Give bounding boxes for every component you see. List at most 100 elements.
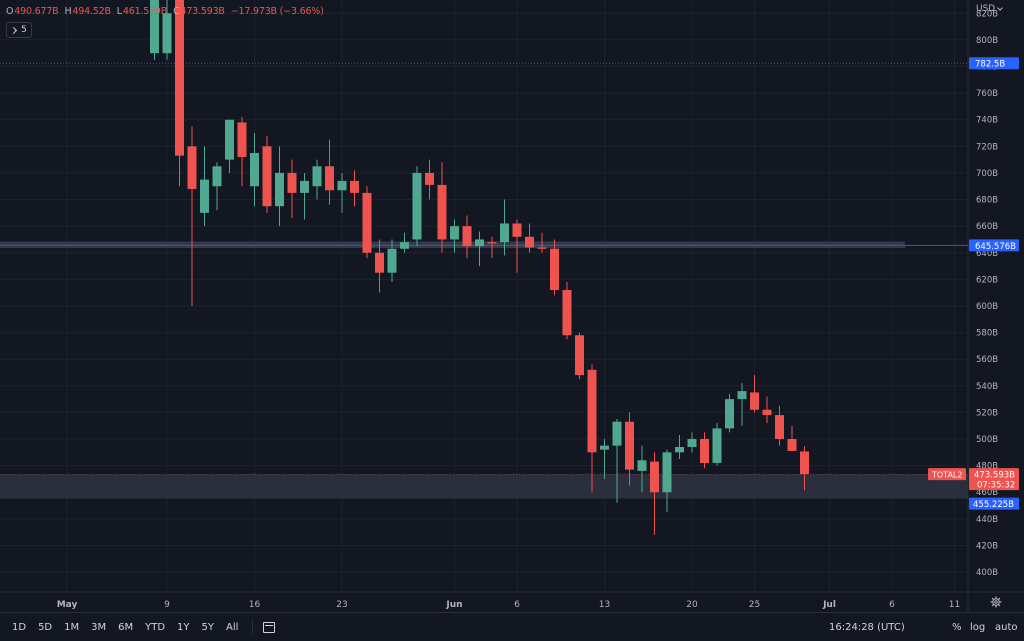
range-button-1y[interactable]: 1Y <box>177 621 190 633</box>
candle-body <box>437 184 447 240</box>
price-tick-label: 800B <box>976 36 998 46</box>
price-tick-label: 760B <box>976 89 998 99</box>
candle <box>800 446 809 491</box>
currency-selector[interactable]: USD <box>976 4 1004 14</box>
price-tick-label: 620B <box>976 275 998 285</box>
time-tick-label: May <box>57 600 78 610</box>
candle-body <box>250 152 259 187</box>
candle-body <box>625 421 634 470</box>
candle <box>337 172 347 213</box>
ohlc-value: 461.579B <box>122 6 168 17</box>
candle-body <box>200 179 209 213</box>
range-button-all[interactable]: All <box>226 621 239 633</box>
candle <box>650 452 659 535</box>
price-tick-label: 540B <box>976 382 998 392</box>
candle <box>500 199 509 256</box>
price-label-bg <box>969 239 1019 252</box>
range-button-3m[interactable]: 3M <box>91 621 107 633</box>
auto-toggle[interactable]: auto <box>995 621 1018 633</box>
last-price-label: 473.593B <box>974 471 1015 481</box>
time-tick-label: Jul <box>822 600 836 610</box>
candle-body <box>450 226 459 240</box>
candle <box>487 236 497 259</box>
price-tick-label: 700B <box>976 169 998 179</box>
range-button-1d[interactable]: 1D <box>12 621 27 633</box>
log-toggle[interactable]: log <box>970 621 986 633</box>
time-tick-label: 25 <box>749 600 760 610</box>
divider <box>252 619 254 635</box>
price-tick-label: 500B <box>976 435 998 445</box>
time-tick-label: Jun <box>445 600 462 610</box>
ohlc-key: L <box>116 6 122 17</box>
candle-body <box>487 242 497 244</box>
candle-body <box>762 409 772 416</box>
candle <box>475 231 484 267</box>
candle <box>675 435 684 459</box>
gear-icon[interactable] <box>990 596 1002 608</box>
chevron-down-icon <box>997 5 1004 11</box>
candle-body <box>337 180 347 191</box>
utc-clock[interactable]: 16:24:28 (UTC) <box>829 621 905 633</box>
calendar-icon[interactable] <box>263 621 276 633</box>
candle-body <box>412 172 422 240</box>
candle-body <box>287 172 297 193</box>
candle <box>525 223 534 253</box>
percent-toggle[interactable]: % <box>952 621 962 633</box>
ohlc-value: 494.52B <box>72 6 111 17</box>
candle <box>237 117 247 187</box>
range-button-ytd[interactable]: YTD <box>145 621 166 633</box>
candle-body <box>375 252 384 273</box>
candle <box>262 135 272 213</box>
candle <box>550 239 559 296</box>
candle-body <box>212 166 222 187</box>
candle <box>562 282 572 340</box>
time-tick-label: 11 <box>949 600 960 610</box>
countdown-label: 07:35:32 <box>977 481 1015 491</box>
candle <box>625 412 634 486</box>
support-zone <box>0 474 968 499</box>
price-label-bg <box>969 497 1019 510</box>
candle-body <box>350 180 359 193</box>
candle <box>400 232 409 253</box>
support-zone <box>0 241 905 249</box>
price-tick-label: 680B <box>976 196 998 206</box>
time-tick-label: 13 <box>599 600 610 610</box>
candle-body <box>150 0 159 54</box>
range-button-5y[interactable]: 5Y <box>201 621 215 633</box>
candle-body <box>662 452 672 493</box>
price-tick-label: 660B <box>976 222 998 232</box>
candle <box>637 445 647 493</box>
range-button-6m[interactable]: 6M <box>118 621 134 633</box>
price-tick-label: 600B <box>976 302 998 312</box>
candle <box>387 239 397 283</box>
candle <box>275 146 284 227</box>
candle <box>662 449 672 513</box>
candle-body <box>462 226 472 247</box>
candle <box>425 159 434 200</box>
price-tick-label: 580B <box>976 329 998 339</box>
candle-body <box>425 172 434 185</box>
currency-label: USD <box>976 4 996 14</box>
price-tick-label: 640B <box>976 249 998 259</box>
candle <box>287 159 297 219</box>
price-label: 455.225B <box>973 500 1014 510</box>
time-tick-label: 9 <box>164 600 170 610</box>
candle <box>575 332 584 380</box>
ohlc-value: −17.973B (−3.66%) <box>230 6 324 17</box>
range-button-5d[interactable]: 5D <box>38 621 53 633</box>
price-tick-label: 420B <box>976 541 998 551</box>
candle-body <box>562 290 572 336</box>
candle-body <box>175 0 184 156</box>
candle <box>687 432 697 453</box>
candle <box>750 375 759 413</box>
range-button-1m[interactable]: 1M <box>64 621 80 633</box>
candle-body <box>600 445 609 450</box>
candle <box>300 172 309 220</box>
candle <box>200 146 209 227</box>
candle <box>700 432 709 469</box>
candle-body <box>550 248 559 291</box>
candle <box>787 425 797 451</box>
price-tick-label: 820B <box>976 9 998 19</box>
indicator-visibility-toggle[interactable]: 5 <box>6 22 32 38</box>
